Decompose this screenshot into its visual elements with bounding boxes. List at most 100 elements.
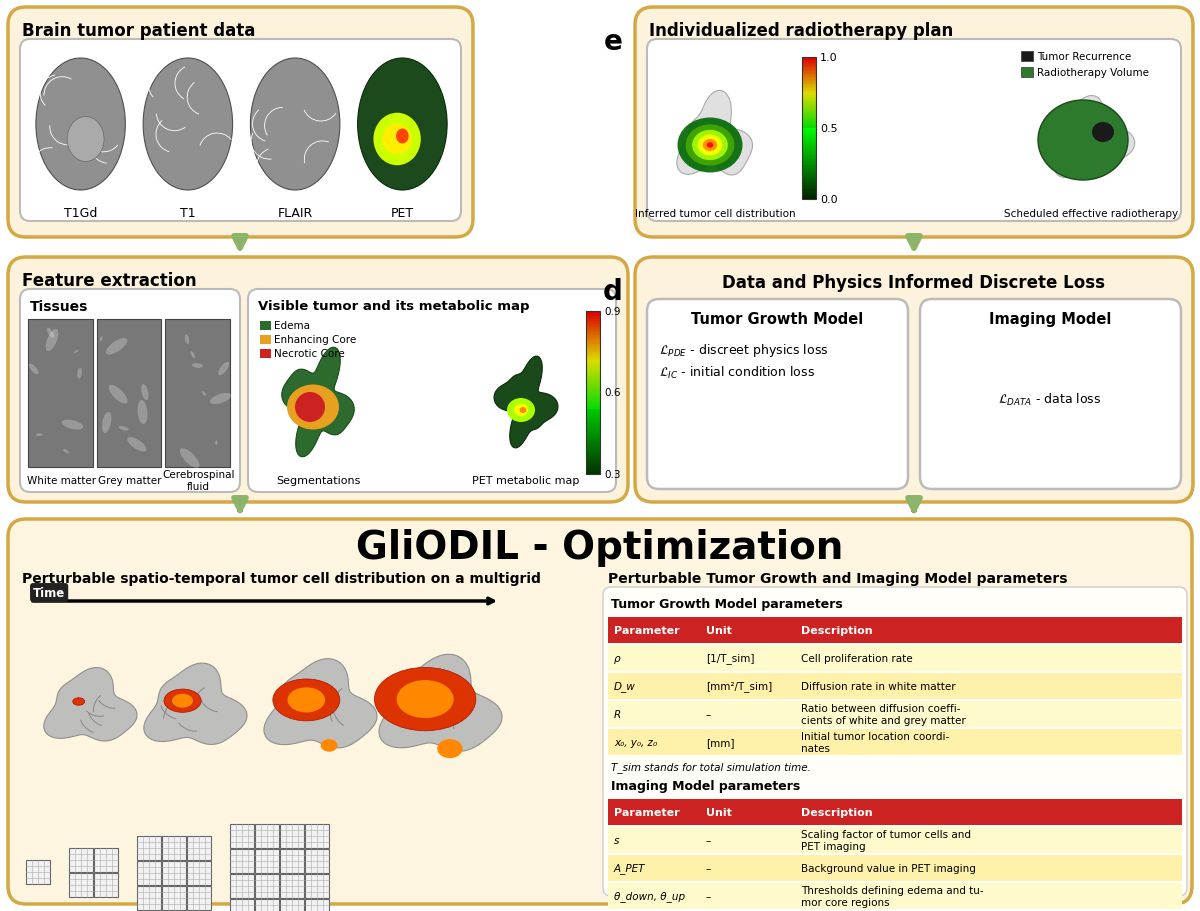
Ellipse shape [374,668,476,731]
Ellipse shape [106,339,127,355]
Ellipse shape [397,681,454,718]
Bar [586,351,600,353]
Ellipse shape [678,118,743,173]
Bar [586,361,600,363]
Text: 0.3: 0.3 [604,469,620,479]
Ellipse shape [210,394,232,404]
Bar [586,339,600,342]
Bar [802,72,816,74]
Bar [802,180,816,182]
Bar [586,469,600,472]
Bar [802,138,816,140]
Polygon shape [282,348,354,457]
Text: Enhancing Core: Enhancing Core [274,334,356,344]
Text: Imaging Model parameters: Imaging Model parameters [611,779,800,793]
Bar [256,874,278,898]
Ellipse shape [1092,123,1114,143]
Bar [802,158,816,159]
Bar [802,173,816,175]
Ellipse shape [180,449,199,468]
Bar [586,318,600,321]
Bar [586,332,600,333]
Bar [802,62,816,64]
Text: Scheduled effective radiotherapy: Scheduled effective radiotherapy [1004,209,1178,219]
Bar [802,115,816,117]
Text: e: e [604,28,623,56]
Text: Individualized radiotherapy plan: Individualized radiotherapy plan [649,22,953,40]
Text: Unit: Unit [706,807,732,817]
Bar [802,81,816,83]
Text: Unit: Unit [706,625,732,635]
Ellipse shape [520,407,527,414]
Text: Diffusion rate in white matter: Diffusion rate in white matter [802,681,955,691]
Bar [802,145,816,147]
Bar [586,409,600,412]
Bar [586,336,600,338]
Text: Feature extraction: Feature extraction [22,271,197,290]
Bar [187,836,211,860]
Text: Imaging Model: Imaging Model [989,312,1111,327]
Bar [586,344,600,346]
Bar [260,350,271,359]
Bar [586,346,600,348]
Bar [137,836,161,860]
Bar [162,886,186,910]
Bar [586,326,600,329]
FancyBboxPatch shape [8,519,1192,904]
Bar [802,116,816,118]
Bar [586,378,600,381]
Bar [802,146,816,148]
Text: FLAIR: FLAIR [277,208,313,220]
Text: $\mathcal{L}_{PDE}$ - discreet physics loss: $\mathcal{L}_{PDE}$ - discreet physics l… [659,342,828,359]
Text: [mm²/T_sim]: [mm²/T_sim] [706,681,773,691]
Bar [802,58,816,60]
Ellipse shape [64,449,70,454]
Bar [586,363,600,364]
Bar [802,150,816,152]
Bar [802,123,816,125]
Bar [586,448,600,451]
Ellipse shape [47,328,54,339]
Bar [802,197,816,199]
Bar [586,355,600,358]
Bar [802,97,816,99]
Bar [586,421,600,423]
Text: White matter: White matter [26,476,96,486]
Bar [802,90,816,93]
Bar [586,427,600,429]
Bar [187,861,211,885]
Text: –: – [706,863,712,873]
FancyBboxPatch shape [647,300,908,489]
Bar [70,873,94,897]
Bar [802,160,816,162]
Text: Thresholds defining edema and tu-
mor core regions: Thresholds defining edema and tu- mor co… [802,885,984,906]
Text: Grey matter: Grey matter [98,476,162,486]
Text: A_PET: A_PET [614,863,646,874]
Bar [802,189,816,192]
Bar [586,454,600,456]
Bar [586,401,600,404]
Bar [802,154,816,157]
Bar [802,189,816,190]
Bar [802,176,816,178]
Bar [70,848,94,872]
Bar [1021,52,1033,62]
Bar [586,442,600,444]
FancyBboxPatch shape [248,290,616,493]
Ellipse shape [396,129,409,144]
Bar [586,363,600,366]
Bar [586,463,600,466]
Bar [802,67,816,70]
Bar [586,372,600,374]
Bar [280,899,304,911]
Bar [586,382,600,384]
Bar [802,153,816,155]
Bar [802,135,816,137]
Bar [802,97,816,98]
Bar [802,171,816,173]
Bar [802,71,816,73]
Bar [802,193,816,195]
Text: Inferred tumor cell distribution: Inferred tumor cell distribution [635,209,796,219]
Bar [230,824,254,848]
Ellipse shape [172,694,193,708]
